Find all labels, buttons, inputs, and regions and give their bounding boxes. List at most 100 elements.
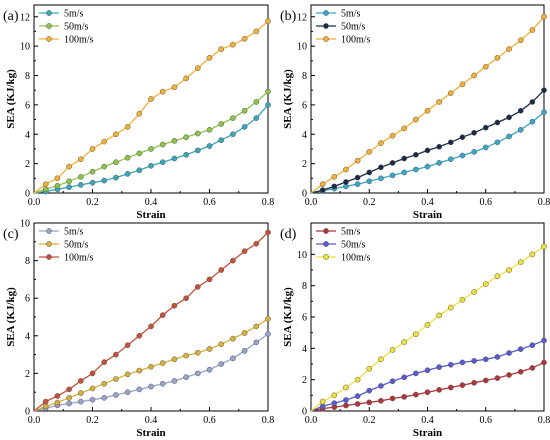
y-axis-title: SEA (KJ/kg) [282,287,294,347]
data-point [494,375,501,381]
legend-marker [323,36,329,42]
data-point [471,72,477,79]
series-3 [33,18,271,194]
data-point [529,365,536,371]
legend-marker [46,36,52,42]
x-tick-label: 0.8 [538,197,550,208]
plot-frame [33,222,269,412]
data-point [101,138,108,145]
panel-2: 0.0 0.2 0.4 0.6 0.8 0 2 4 6 8 10 12 Strain SEA (KJ/kg… [280,4,550,221]
y-tick-label: 10 [20,219,30,230]
y-tick-label: 10 [297,250,307,261]
data-point [517,126,524,133]
data-point [241,347,248,354]
data-point [447,304,454,311]
data-point [253,323,260,330]
data-point [366,365,373,372]
data-point [206,55,213,61]
panel-3: 0.0 0.2 0.4 0.6 0.8 0 2 4 6 8 10 Strain SEA (KJ/kg) (… [3,219,274,440]
data-point [218,46,225,52]
data-point [66,178,72,185]
data-point [436,387,442,393]
data-point [459,382,466,388]
data-point [401,374,408,381]
legend-label: 5m/s [341,227,361,238]
data-point [447,90,454,96]
data-point [354,157,361,164]
data-point [413,166,419,173]
data-point [77,390,84,396]
data-point [494,139,501,146]
panel-1: 0.0 0.2 0.4 0.6 0.8 0 2 4 6 8 10 12 Strain SEA (KJ/kg… [3,4,275,221]
data-point [265,229,271,236]
data-point [265,102,271,108]
data-point [436,312,442,319]
data-point [124,124,131,130]
data-point [459,296,466,303]
legend-marker [323,23,329,29]
data-point [447,361,454,368]
data-point [343,166,349,173]
data-point [354,401,361,407]
x-tick-label: 0.2 [86,415,99,426]
series-2 [33,316,271,412]
data-point [319,187,326,193]
data-point [265,18,271,25]
data-point [113,131,119,138]
data-point [471,358,477,364]
data-point [447,384,454,391]
series-line [310,89,545,194]
x-tick-label: 0.6 [480,415,493,426]
y-axis-title: SEA (KJ/kg) [282,69,294,129]
data-point [331,400,338,407]
data-point [230,355,236,362]
data-point [42,186,49,193]
data-point [66,394,72,401]
x-axis-title: Strain [136,209,165,221]
data-point [447,156,454,163]
data-point [447,139,454,146]
data-point [482,124,489,131]
data-point [171,378,178,384]
panel-label: (c) [3,227,19,242]
data-point [206,143,213,149]
series-2 [310,87,547,194]
data-point [541,87,547,94]
data-point [331,173,338,180]
data-point [241,124,248,130]
y-tick-label: 4 [25,130,30,141]
plot-frame [310,222,545,412]
y-tick-label: 12 [297,12,307,23]
data-point [159,141,166,148]
legend-label: 50m/s [64,240,89,251]
data-point [171,302,178,309]
x-tick-label: 0.2 [363,415,376,426]
data-point [241,330,248,336]
legend-marker [46,254,52,260]
data-point [424,107,431,114]
data-point [401,339,408,345]
data-point [136,150,143,157]
legend-entry: 5m/s [316,227,361,238]
data-point [541,243,547,250]
data-point [506,133,512,140]
data-point [148,146,154,152]
data-point [54,399,61,406]
data-point [77,173,84,180]
data-point [424,367,431,374]
data-point [77,182,84,188]
data-point [436,143,442,150]
y-tick-label: 4 [302,344,307,355]
data-point [148,323,154,330]
x-tick-label: 0.4 [145,197,158,208]
legend-label: 50m/s [341,22,366,33]
data-point [413,331,419,338]
x-tick-label: 0.6 [203,197,216,208]
data-point [253,339,260,346]
x-tick-label: 0.8 [262,197,275,208]
data-point [506,267,512,273]
x-tick-label: 0.8 [538,415,550,426]
series-1 [310,109,547,194]
data-point [148,363,154,370]
data-point [194,65,201,72]
